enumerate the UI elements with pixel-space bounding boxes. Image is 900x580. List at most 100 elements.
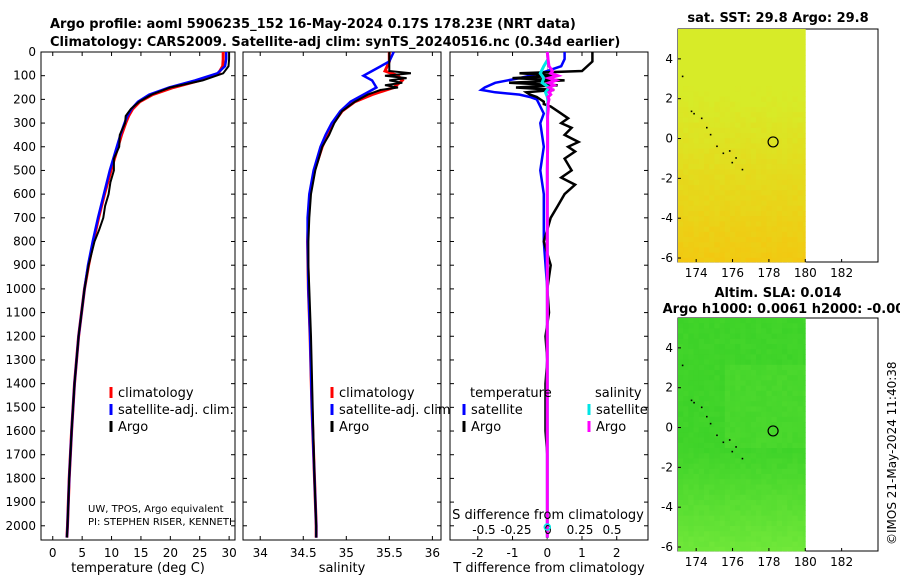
- map-cell: [730, 510, 736, 516]
- salinity-panel: 34 34.5 35 35.5 36salinityclimatologysatelli…: [242, 51, 455, 576]
- map-cell: [709, 364, 715, 371]
- map-cell: [782, 546, 788, 552]
- map-cell: [771, 257, 778, 263]
- map-cell: [698, 323, 705, 329]
- temperature-panel: 0100200300400500600700800900100011001200…: [5, 45, 236, 576]
- map-cell: [709, 252, 715, 259]
- map-cell: [792, 333, 798, 340]
- map-cell: [756, 39, 762, 45]
- map-cell: [802, 107, 806, 113]
- map-cell: [787, 437, 793, 444]
- map-cell: [704, 385, 710, 392]
- map-cell: [792, 474, 798, 480]
- map-cell: [724, 380, 731, 386]
- map-cell: [776, 318, 783, 324]
- map-cell: [750, 247, 757, 253]
- map-cell: [782, 474, 788, 480]
- map-cell: [792, 401, 798, 407]
- map-cell: [740, 44, 746, 51]
- map-cell: [719, 127, 726, 134]
- map-cell: [719, 411, 726, 418]
- map-cell: [698, 185, 705, 191]
- map-cell: [740, 133, 746, 139]
- map-cell: [802, 133, 806, 139]
- map-cell: [698, 370, 705, 376]
- map-cell: [724, 70, 731, 77]
- map-cell: [740, 148, 746, 155]
- map-cell: [709, 65, 715, 71]
- map-cell: [761, 231, 767, 238]
- island-dot: [681, 364, 684, 367]
- map-cell: [787, 510, 793, 516]
- map-cell: [750, 406, 757, 412]
- map-cell: [714, 174, 720, 181]
- island-dot: [731, 161, 734, 164]
- map-cell: [797, 323, 804, 329]
- map-cell: [730, 237, 736, 243]
- map-cell: [735, 354, 741, 360]
- map-cell: [693, 190, 700, 196]
- map-cell: [704, 364, 710, 371]
- map-cell: [693, 479, 700, 485]
- x2-tick-label: -0.25: [500, 523, 531, 537]
- legend-header-salinity: salinity: [595, 386, 642, 401]
- map-cell: [724, 107, 731, 113]
- map-cell: [735, 370, 741, 376]
- map-cell: [678, 221, 684, 227]
- map-cell: [802, 333, 806, 340]
- map-cell: [745, 349, 752, 355]
- map-cell: [745, 247, 752, 253]
- map-cell: [709, 333, 715, 340]
- map-cell: [776, 370, 783, 376]
- map-cell: [709, 463, 715, 470]
- map-cell: [678, 70, 684, 77]
- map-title: sat. SST: 29.8 Argo: 29.8: [687, 11, 868, 26]
- map-cell: [766, 143, 772, 149]
- map-cell: [688, 257, 694, 263]
- map-cell: [761, 190, 767, 196]
- map-cell: [678, 500, 684, 506]
- map-cell: [782, 411, 788, 418]
- map-cell: [745, 479, 752, 485]
- map-cell: [766, 242, 772, 248]
- map-cell: [714, 401, 720, 407]
- map-cell: [740, 536, 746, 542]
- map-cell: [719, 252, 726, 259]
- map-cell: [766, 169, 772, 175]
- map-cell: [724, 29, 731, 35]
- map-cell: [766, 112, 772, 118]
- map-cell: [693, 416, 700, 423]
- map-cell: [704, 468, 710, 475]
- map-cell: [704, 55, 710, 61]
- map-cell: [730, 354, 736, 360]
- map-cell: [678, 354, 684, 360]
- map-cell: [730, 380, 736, 386]
- map-cell: [698, 148, 705, 155]
- map-cell: [776, 190, 783, 196]
- map-cell: [724, 385, 731, 392]
- map-cell: [714, 349, 720, 355]
- map-cell: [693, 526, 700, 532]
- map-cell: [693, 252, 700, 259]
- map-cell: [745, 396, 752, 402]
- map-cell: [792, 226, 798, 233]
- map-cell: [756, 70, 762, 77]
- map-cell: [704, 112, 710, 118]
- map-cell: [688, 237, 694, 243]
- map-cell: [688, 510, 694, 516]
- map-cell: [776, 411, 783, 418]
- map-cell: [745, 453, 752, 459]
- map-cell: [688, 148, 694, 155]
- island-dot: [728, 439, 731, 441]
- map-cell: [771, 91, 778, 97]
- map-cell: [704, 117, 710, 123]
- x-tick-label: 34: [253, 546, 268, 560]
- map-cell: [724, 200, 731, 207]
- x-tick-label: 2: [613, 546, 621, 560]
- map-cell: [709, 49, 715, 56]
- map-cell: [782, 159, 788, 165]
- map-cell: [761, 143, 767, 149]
- map-cell: [776, 247, 783, 253]
- map-cell: [787, 448, 793, 454]
- map-cell: [693, 380, 700, 386]
